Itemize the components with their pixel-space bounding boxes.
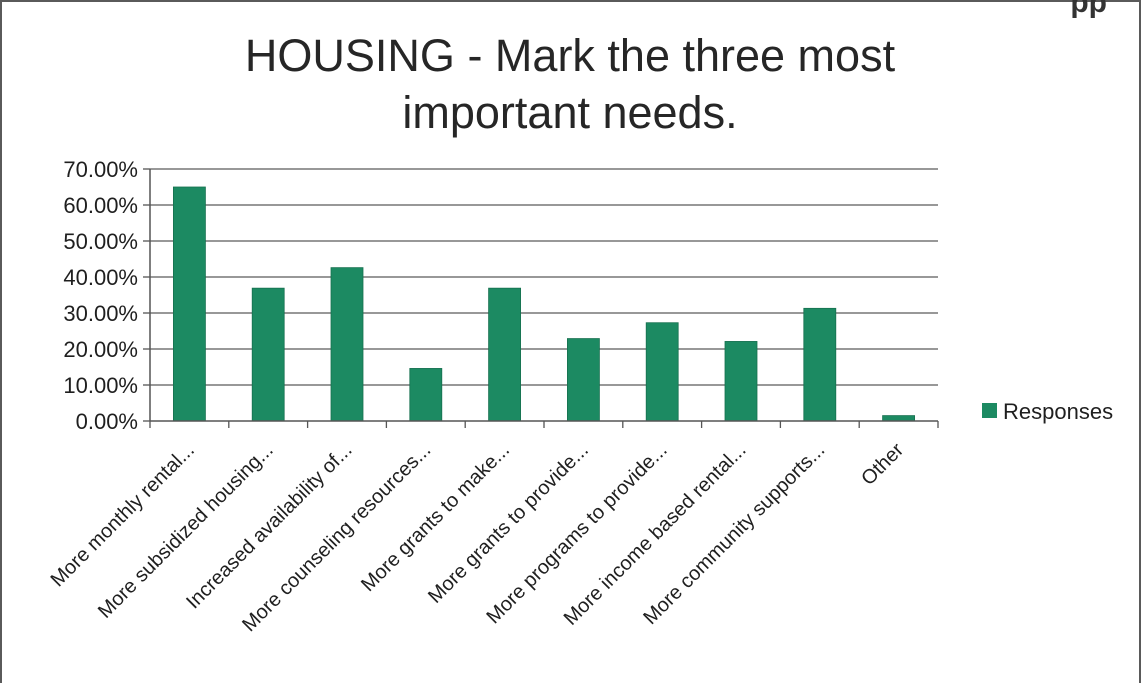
y-tick-label: 50.00%	[63, 229, 138, 254]
bar	[882, 415, 915, 422]
chart-title-line-1: HOUSING - Mark the three most	[244, 30, 896, 81]
bar	[645, 322, 679, 422]
y-tick-label: 40.00%	[63, 265, 138, 290]
y-tick-label: 60.00%	[63, 193, 138, 218]
x-tick-label: Increased availability of...	[182, 439, 356, 613]
bar	[567, 338, 600, 422]
axes	[143, 168, 939, 428]
bar	[330, 267, 364, 422]
y-tick-label: 20.00%	[63, 337, 138, 362]
x-tick-label: More monthly rental...	[47, 439, 199, 591]
y-tick-label: 10.00%	[63, 373, 138, 398]
chart-title-line-2: important needs.	[402, 87, 738, 138]
legend-label: Responses	[1003, 399, 1113, 424]
y-tick-labels: 0.00% 10.00% 20.00% 30.00% 40.00% 50.00% 60.00…	[63, 157, 138, 434]
bar	[488, 287, 522, 422]
bar	[409, 368, 443, 422]
bar	[251, 287, 285, 422]
y-tick-label: 30.00%	[63, 301, 138, 326]
y-tick-label: 70.00%	[63, 157, 138, 182]
bar	[172, 186, 206, 422]
x-tick-labels: More monthly rental...More subsidized ho…	[47, 439, 909, 636]
x-tick-label: More grants to provide...	[424, 439, 593, 608]
x-tick-label: Other	[857, 439, 908, 490]
legend-swatch	[982, 403, 997, 418]
bar	[803, 307, 837, 422]
bar	[724, 341, 758, 422]
scan-corner-mark: pp	[1070, 0, 1107, 19]
y-tick-label: 0.00%	[76, 409, 138, 434]
bars	[172, 186, 915, 422]
x-tick-label: More grants to make...	[357, 439, 514, 596]
legend: Responses	[982, 399, 1113, 424]
